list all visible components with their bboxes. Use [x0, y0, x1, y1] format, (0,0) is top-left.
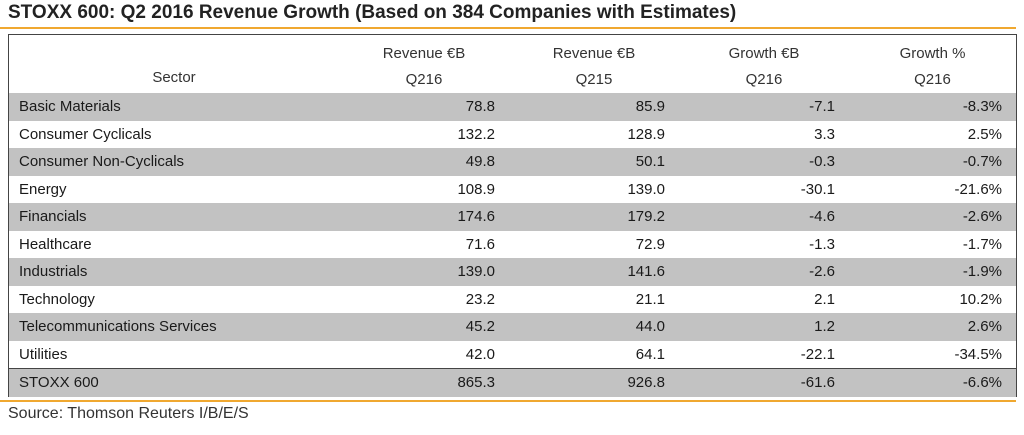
growth-eur-cell: -0.3	[679, 148, 849, 176]
sector-cell: Telecommunications Services	[9, 313, 339, 341]
table-row: Telecommunications Services 45.2 44.0 1.…	[9, 313, 1016, 341]
column-header-revenue-q215: Revenue €B Q215	[552, 45, 636, 88]
table-row: Financials 174.6 179.2 -4.6 -2.6%	[9, 203, 1016, 231]
source-note: Source: Thomson Reuters I/B/E/S	[8, 405, 249, 422]
revenue-growth-table: Sector Revenue €B Q216 Revenue €B Q215 Gro…	[9, 35, 1016, 397]
sector-cell: Industrials	[9, 258, 339, 286]
growth-eur-cell: 1.2	[679, 313, 849, 341]
sector-cell: Consumer Non-Cyclicals	[9, 148, 339, 176]
growth-pct-cell: 2.6%	[849, 313, 1016, 341]
growth-eur-cell: -4.6	[679, 203, 849, 231]
growth-pct-cell: -0.7%	[849, 148, 1016, 176]
revenue-q216-cell: 23.2	[465, 290, 495, 308]
growth-pct-cell: -1.7%	[962, 235, 1002, 253]
column-header-growth-pct: Growth % Q216	[899, 45, 966, 88]
growth-eur-cell: -7.1	[679, 93, 849, 121]
sector-cell: Basic Materials	[9, 93, 339, 121]
growth-pct-cell: -6.6%	[849, 368, 1016, 397]
revenue-q215-cell: 64.1	[635, 345, 665, 363]
growth-pct-cell: 10.2%	[959, 290, 1002, 308]
table-row: Energy 108.9 139.0 -30.1 -21.6%	[9, 176, 1016, 204]
sector-cell: Energy	[19, 180, 67, 198]
table-row: Utilities 42.0 64.1 -22.1 -34.5%	[9, 341, 1016, 369]
revenue-q216-cell: 78.8	[339, 93, 509, 121]
sector-cell: Healthcare	[19, 235, 92, 253]
growth-eur-cell: -2.6	[679, 258, 849, 286]
growth-eur-cell: -61.6	[679, 368, 849, 397]
revenue-q215-cell: 128.9	[627, 125, 665, 143]
growth-pct-cell: 2.5%	[967, 125, 1002, 143]
sector-cell: STOXX 600	[9, 368, 339, 397]
sector-cell: Consumer Cyclicals	[19, 125, 152, 143]
revenue-q216-cell: 71.6	[465, 235, 495, 253]
table-row: Consumer Non-Cyclicals 49.8 50.1 -0.3 -0…	[9, 148, 1016, 176]
revenue-q216-cell: 174.6	[339, 203, 509, 231]
sector-cell: Financials	[9, 203, 339, 231]
sector-cell: Utilities	[19, 345, 68, 363]
table-row: Healthcare 71.6 72.9 -1.3 -1.7%	[9, 231, 1016, 259]
column-header-growth-eur: Growth €B Q216	[728, 45, 800, 88]
revenue-q215-cell: 72.9	[635, 235, 665, 253]
revenue-q215-cell: 85.9	[509, 93, 679, 121]
total-row: STOXX 600 865.3 926.8 -61.6 -6.6%	[9, 368, 1016, 397]
revenue-q216-cell: 45.2	[339, 313, 509, 341]
growth-pct-cell: -34.5%	[954, 345, 1002, 363]
revenue-q216-cell: 49.8	[339, 148, 509, 176]
growth-eur-cell: -22.1	[800, 345, 835, 363]
revenue-q216-cell: 108.9	[457, 180, 495, 198]
sector-cell: Technology	[19, 290, 95, 308]
revenue-q215-cell: 44.0	[509, 313, 679, 341]
revenue-q215-cell: 50.1	[509, 148, 679, 176]
growth-eur-cell: 3.3	[814, 125, 835, 143]
column-header-revenue-q216: Revenue €B Q216	[382, 45, 466, 88]
revenue-table-frame: Sector Revenue €B Q216 Revenue €B Q215 Gro…	[8, 34, 1017, 397]
revenue-q216-cell: 132.2	[457, 125, 495, 143]
growth-pct-cell: -8.3%	[849, 93, 1016, 121]
footer-rule	[0, 400, 1016, 402]
revenue-q216-cell: 42.0	[465, 345, 495, 363]
growth-pct-cell: -1.9%	[849, 258, 1016, 286]
revenue-q215-cell: 141.6	[509, 258, 679, 286]
growth-pct-cell: -21.6%	[954, 180, 1002, 198]
report-title: STOXX 600: Q2 2016 Revenue Growth (Based…	[8, 2, 737, 23]
title-rule	[0, 27, 1016, 29]
table-row: Consumer Cyclicals 132.2 128.9 3.3 2.5%	[9, 121, 1016, 149]
growth-eur-cell: 2.1	[814, 290, 835, 308]
table-row: Industrials 139.0 141.6 -2.6 -1.9%	[9, 258, 1016, 286]
growth-eur-cell: -30.1	[800, 180, 835, 198]
revenue-q215-cell: 179.2	[509, 203, 679, 231]
revenue-q215-cell: 21.1	[635, 290, 665, 308]
growth-eur-cell: -1.3	[809, 235, 835, 253]
revenue-q215-cell: 139.0	[627, 180, 665, 198]
table-row: Technology 23.2 21.1 2.1 10.2%	[9, 286, 1016, 314]
revenue-q215-cell: 926.8	[509, 368, 679, 397]
header-row: Sector Revenue €B Q216 Revenue €B Q215 Gro…	[9, 35, 1016, 93]
column-header-sector: Sector	[152, 69, 196, 86]
table-row: Basic Materials 78.8 85.9 -7.1 -8.3%	[9, 93, 1016, 121]
growth-pct-cell: -2.6%	[849, 203, 1016, 231]
revenue-q216-cell: 865.3	[339, 368, 509, 397]
revenue-q216-cell: 139.0	[339, 258, 509, 286]
